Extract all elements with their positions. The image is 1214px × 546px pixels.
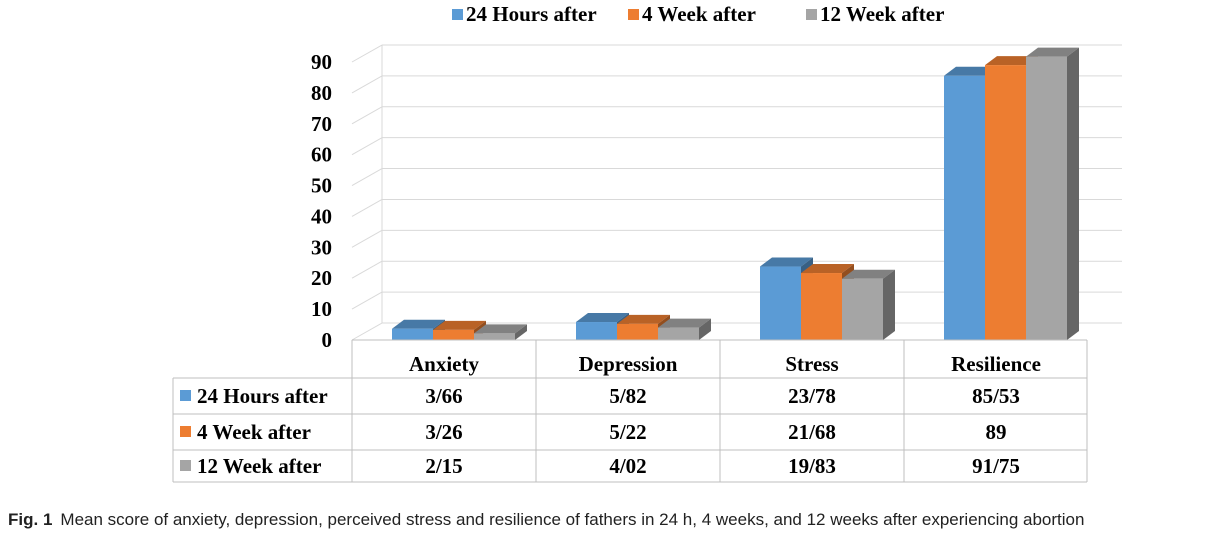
figure-caption: Fig. 1 Mean score of anxiety, depression,… (8, 510, 1208, 530)
bar-side (1067, 47, 1079, 340)
bar-front (433, 329, 474, 340)
bar-front (658, 327, 699, 340)
gridline-side (351, 75, 383, 94)
y-tick-label: 30 (311, 235, 332, 259)
x-tick-label: Stress (785, 352, 838, 376)
table-legend-swatch (180, 460, 191, 471)
x-tick-label: Depression (579, 352, 678, 376)
bars (392, 47, 1079, 340)
data-label: 21/68 (788, 420, 836, 444)
legend: 24 Hours after 4 Week after 12 Week after (452, 2, 944, 26)
bar-front (944, 75, 985, 340)
y-tick-label: 50 (311, 174, 332, 198)
data-label: 4/02 (609, 454, 646, 478)
bar-front (392, 328, 433, 340)
gridline-side (351, 44, 383, 63)
bar-front (842, 278, 883, 340)
data-label: 3/26 (425, 420, 462, 444)
chart: 24 Hours after 4 Week after 12 Week after … (172, 2, 1122, 483)
legend-label: 12 Week after (820, 2, 944, 26)
y-tick-label: 80 (311, 81, 332, 105)
y-tick-label: 0 (322, 328, 333, 352)
bar-side (699, 318, 711, 340)
bar (1026, 47, 1079, 340)
bar-front (576, 322, 617, 340)
caption-text: Mean score of anxiety, depression, perce… (60, 510, 1085, 529)
y-tick-label: 60 (311, 143, 332, 167)
y-tick-label: 40 (311, 204, 332, 228)
bar-top (392, 319, 445, 329)
data-label: 5/82 (609, 384, 646, 408)
bar-front (1026, 56, 1067, 340)
bar-side (515, 324, 527, 340)
data-label: 89 (986, 420, 1007, 444)
x-tick-label: Resilience (951, 352, 1041, 376)
gridline-side (351, 229, 383, 248)
bar-front (760, 266, 801, 340)
y-tick-label: 20 (311, 266, 332, 290)
legend-label: 4 Week after (642, 2, 756, 26)
bar-front (617, 323, 658, 340)
bar (842, 269, 895, 340)
data-label: 23/78 (788, 384, 836, 408)
table-legend-swatch (180, 390, 191, 401)
data-label: 19/83 (788, 454, 836, 478)
bar-top (985, 56, 1038, 66)
gridline-side (351, 168, 383, 186)
table-legend-swatch (180, 426, 191, 437)
table-row-label: 4 Week after (197, 420, 311, 444)
gridline-side (351, 322, 383, 341)
data-label: 3/66 (425, 384, 462, 408)
table-row-label: 12 Week after (197, 454, 321, 478)
gridline-side (351, 137, 383, 156)
x-tick-label: Anxiety (409, 352, 479, 376)
bar-side (883, 269, 895, 340)
bar-front (801, 273, 842, 340)
bar-top (944, 66, 997, 76)
bar-front (985, 65, 1026, 340)
bar-top (1026, 47, 1079, 57)
data-label: 85/53 (972, 384, 1020, 408)
y-tick-label: 10 (311, 297, 332, 321)
legend-swatch (806, 9, 817, 20)
data-table: Anxiety Depression Stress Resilience 24 Hour… (172, 339, 1088, 483)
y-axis: 0 10 20 30 40 50 60 70 80 90 (311, 50, 332, 352)
gridline-side (351, 106, 383, 125)
y-tick-label: 90 (311, 50, 332, 74)
y-tick-label: 70 (311, 112, 332, 136)
table-row-label: 24 Hours after (197, 384, 328, 408)
figure-label: Fig. 1 (8, 510, 53, 529)
gridline-side (351, 260, 383, 279)
bar-top (474, 324, 527, 334)
bar-top (576, 313, 629, 323)
data-label: 2/15 (425, 454, 462, 478)
legend-swatch (628, 9, 639, 20)
bar-top (801, 264, 854, 274)
bar-top (433, 320, 486, 330)
bar-front (474, 333, 515, 340)
bar (658, 318, 711, 340)
legend-swatch (452, 9, 463, 20)
bar-top (658, 318, 711, 328)
legend-label: 24 Hours after (466, 2, 597, 26)
bar-top (842, 269, 895, 279)
bar-top (760, 257, 813, 267)
bar-top (617, 314, 670, 324)
gridline-side (351, 291, 383, 310)
data-label: 91/75 (972, 454, 1020, 478)
bar (474, 324, 527, 340)
data-label: 5/22 (609, 420, 646, 444)
gridline-side (351, 199, 383, 217)
